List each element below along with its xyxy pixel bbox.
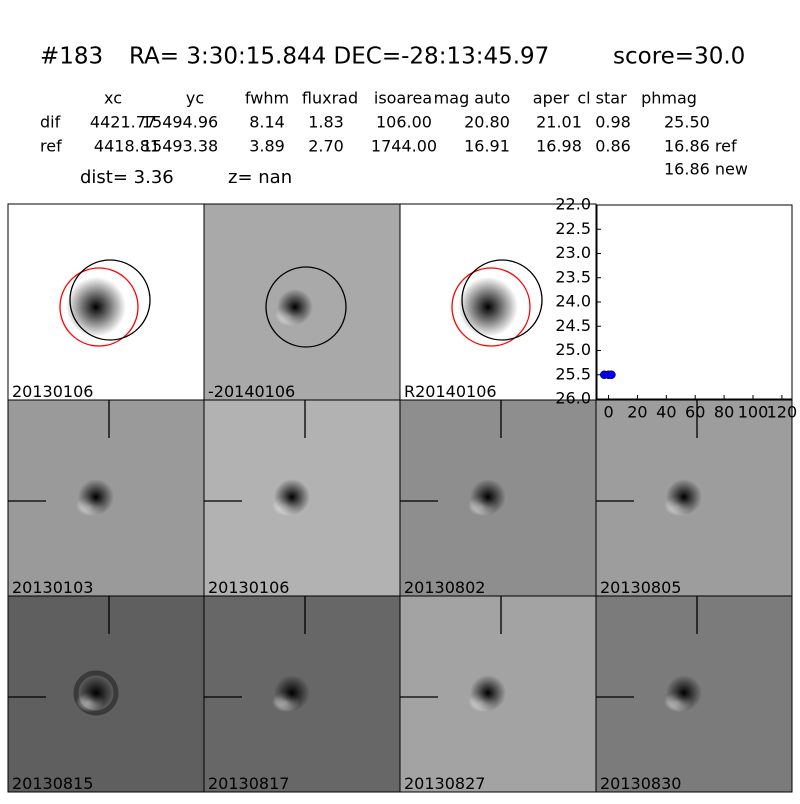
panel-label: 20130106 [208,578,289,597]
table-cell: 106.00 [376,113,432,132]
redshift: z= nan [228,167,292,188]
ring [73,670,119,716]
source-blob [277,289,313,325]
table-cell: 0.86 [595,137,631,156]
column-header: fluxrad [302,89,358,108]
source-blob [470,479,506,515]
table-cell: 8.14 [249,113,285,132]
cutout-panel: 20130103 [7,399,205,597]
y-tick-label: 22.5 [555,219,591,238]
coordinates: RA= 3:30:15.844 DEC=-28:13:45.97 [129,44,549,70]
table-cell: 16.86 ref [664,137,737,156]
table-cell: 15494.96 [142,113,218,132]
panel-label: 20130106 [12,382,93,401]
x-tick-label: 100 [738,403,769,422]
panel-label: 20130802 [404,578,485,597]
x-tick-label: 120 [767,403,798,422]
table-cell: 2.70 [308,137,344,156]
column-header: mag auto [434,89,511,108]
panel-label: 20130103 [12,578,93,597]
source-blob [666,675,702,711]
y-tick-label: 24.5 [555,316,591,335]
table-cell: 4418.81 [94,137,160,156]
row-label: dif [40,113,61,132]
source-blob [66,277,126,337]
cutout-panel: 20130802 [399,399,597,597]
panel-label: 20130805 [600,578,681,597]
panel-label: -20140106 [208,382,295,401]
y-tick-label: 24.0 [555,292,591,311]
column-header: cl star [577,89,627,108]
x-tick-label: 60 [685,403,705,422]
cutout-panel: R20140106 [399,203,597,401]
y-tick-label: 23.0 [555,243,591,262]
x-tick-label: 80 [714,403,734,422]
distance: dist= 3.36 [80,167,174,188]
panel-label: 20130827 [404,774,485,793]
aperture-black [69,259,151,341]
table-cell: 16.91 [464,137,510,156]
cutout-panel: -20140106 [203,203,401,401]
table-cell: 4421.77 [90,113,156,132]
source-blob [470,675,506,711]
table-cell: 21.01 [536,113,582,132]
y-tick-label: 25.5 [555,364,591,383]
panel-label: 20130815 [12,774,93,793]
x-tick-label: 20 [627,403,647,422]
cutout-panel: 20130805 [595,399,793,597]
table-cell: 1744.00 [371,137,437,156]
column-header: fwhm [245,89,289,108]
source-blob [458,277,518,337]
column-header: aper [533,89,570,108]
aperture-red [451,267,531,347]
table-cell: 3.89 [249,137,285,156]
panel-label: R20140106 [404,382,497,401]
aperture-black [461,259,543,341]
table-cell: 15493.38 [142,137,218,156]
y-tick-label: 23.5 [555,267,591,286]
cutout-panel: 20130817 [203,595,401,793]
y-tick-label: 25.0 [555,340,591,359]
table-cell: 16.98 [536,137,582,156]
x-tick-label: 40 [656,403,676,422]
object-id: #183 [40,44,103,70]
column-header: xc [104,89,122,108]
table-cell: 1.83 [308,113,344,132]
aperture-black [265,266,347,348]
cutout-panel: 20130106 [203,399,401,597]
panel-label: 20130817 [208,774,289,793]
phmag-new: 16.86 new [664,160,748,179]
source-blob [666,479,702,515]
score: score=30.0 [613,44,745,70]
cutout-panel: 20130106 [7,203,205,401]
source-blob [78,675,114,711]
row-label: ref [40,137,62,156]
table-cell: 0.98 [595,113,631,132]
y-tick-label: 26.0 [555,389,591,408]
column-header: isoarea [374,89,432,108]
plot-area [596,204,793,400]
source-blob [274,479,310,515]
aperture-red [59,267,139,347]
table-cell: 20.80 [464,113,510,132]
y-tick-label: 22.0 [555,195,591,214]
x-tick-label: 0 [603,403,613,422]
cutout-panel: 20130830 [595,595,793,793]
source-blob [78,479,114,515]
column-header: phmag [641,89,697,108]
table-cell: 25.50 [664,113,710,132]
cutout-panel: 20130815 [7,595,205,793]
source-blob [274,675,310,711]
panel-label: 20130830 [600,774,681,793]
data-point [607,370,616,379]
column-header: yc [186,89,204,108]
cutout-panel: 20130827 [399,595,597,793]
